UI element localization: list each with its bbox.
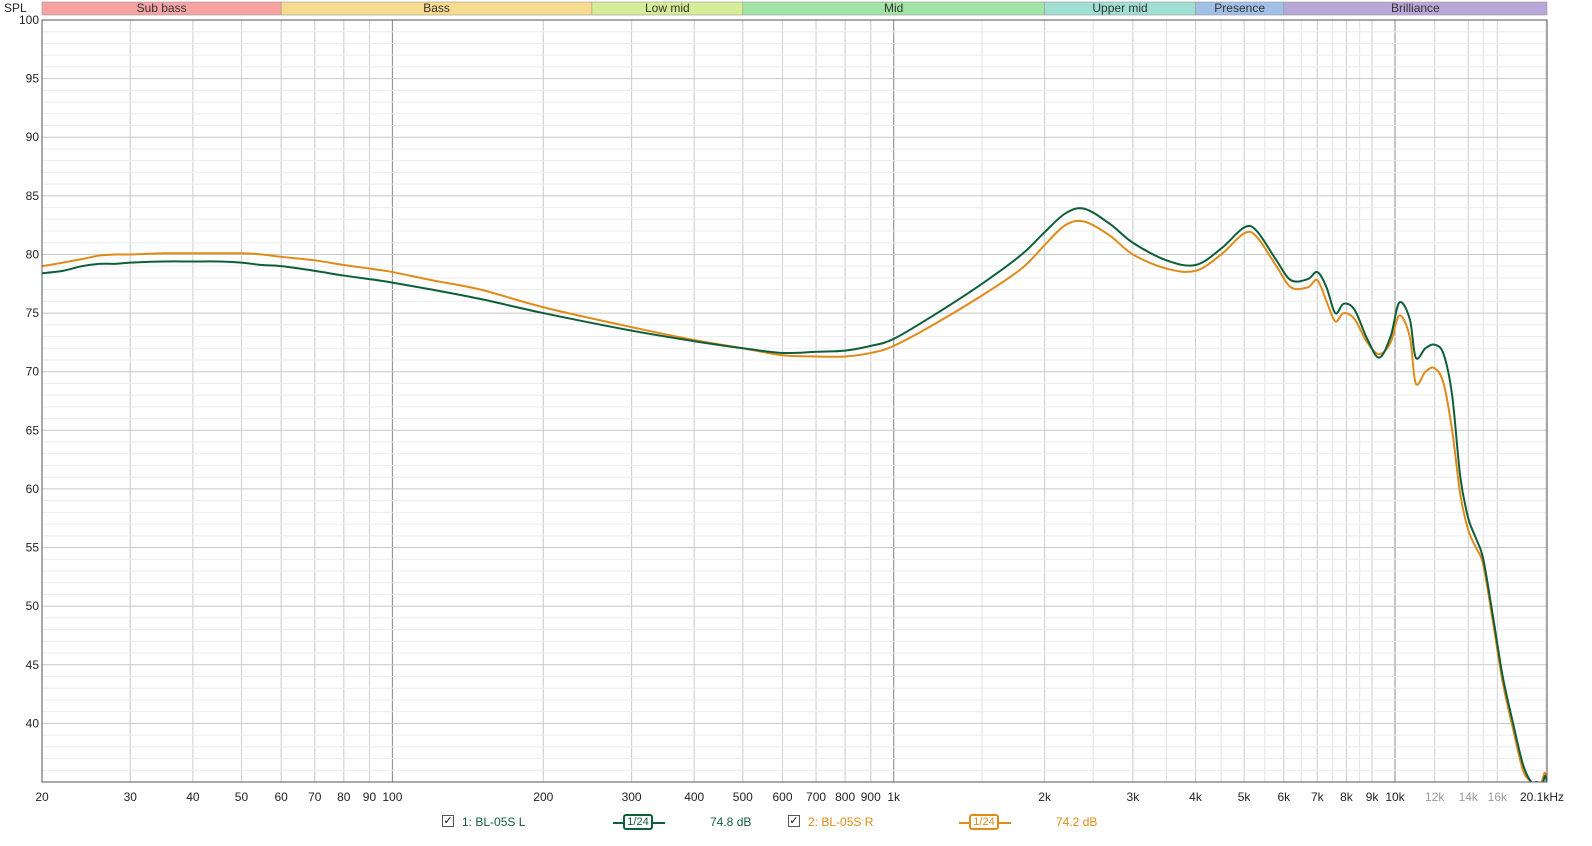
x-tick-11: 400 <box>684 790 704 804</box>
x-tick-6: 80 <box>337 790 351 804</box>
legend-label-1: 1: BL-05S L <box>462 815 526 829</box>
x-tick-21: 5k <box>1238 790 1252 804</box>
x-tick-1: 30 <box>124 790 138 804</box>
x-tick-13: 600 <box>772 790 792 804</box>
band-label-4: Upper mid <box>1092 1 1147 15</box>
grid-lines <box>41 19 1547 783</box>
band-label-5: Presence <box>1214 1 1265 15</box>
x-tick-20: 4k <box>1189 790 1203 804</box>
y-tick-10: 90 <box>26 130 40 144</box>
series-line-2 <box>42 219 1547 782</box>
x-tick-24: 8k <box>1340 790 1354 804</box>
y-tick-8: 80 <box>26 247 40 261</box>
x-tick-19: 3k <box>1127 790 1141 804</box>
plot-area <box>42 20 1547 782</box>
smoothing-label-1: 1/24 <box>623 814 653 830</box>
series-line-1 <box>42 207 1547 782</box>
x-tick-labels: 20 30 40 50 60 70 80 90 100 200 300 400 500 600 700 800… <box>35 790 1508 804</box>
x-tick-14: 700 <box>806 790 826 804</box>
y-tick-3: 55 <box>26 541 40 555</box>
band-label-3: Mid <box>884 1 903 15</box>
x-tick-29: 16k <box>1488 790 1508 804</box>
x-tick-8: 100 <box>382 790 402 804</box>
y-tick-7: 75 <box>26 306 40 320</box>
y-tick-5: 65 <box>26 423 40 437</box>
x-tick-27: 12k <box>1425 790 1445 804</box>
x-tick-3: 50 <box>235 790 249 804</box>
checkbox-series-2[interactable]: ✓ <box>788 815 800 827</box>
smoothing-label-2: 1/24 <box>969 814 999 830</box>
x-tick-23: 7k <box>1311 790 1325 804</box>
x-tick-18: 2k <box>1038 790 1052 804</box>
smoothing-selector-1[interactable]: 1/24 <box>613 814 665 830</box>
x-axis-unit-label: 20.1kHz <box>1520 790 1564 804</box>
frequency-bands: Sub bass Bass Low mid Mid Upper mid Presence B… <box>41 1 1548 16</box>
band-label-1: Bass <box>423 1 450 15</box>
y-tick-6: 70 <box>26 365 40 379</box>
checkbox-series-1[interactable]: ✓ <box>442 815 454 827</box>
legend-item-1: ✓ 1: BL-05S L 1/24 74.8 dB <box>442 812 762 832</box>
y-tick-4: 60 <box>26 482 40 496</box>
x-tick-5: 70 <box>308 790 322 804</box>
x-tick-7: 90 <box>363 790 377 804</box>
x-tick-26: 10k <box>1385 790 1405 804</box>
x-tick-10: 300 <box>622 790 642 804</box>
band-6 <box>1283 1 1548 16</box>
x-tick-25: 9k <box>1366 790 1380 804</box>
x-tick-17: 1k <box>887 790 901 804</box>
level-readout-2: 74.2 dB <box>1056 815 1098 829</box>
level-readout-1: 74.8 dB <box>710 815 752 829</box>
x-tick-16: 900 <box>861 790 881 804</box>
y-tick-1: 45 <box>26 658 40 672</box>
band-label-6: Brilliance <box>1391 1 1440 15</box>
x-tick-22: 6k <box>1277 790 1291 804</box>
x-tick-2: 40 <box>186 790 200 804</box>
legend-label-2: 2: BL-05S R <box>808 815 874 829</box>
smoothing-selector-2[interactable]: 1/24 <box>959 814 1011 830</box>
x-tick-9: 200 <box>533 790 553 804</box>
y-tick-9: 85 <box>26 189 40 203</box>
y-tick-0: 40 <box>26 716 40 730</box>
x-tick-4: 60 <box>275 790 289 804</box>
series-group <box>42 207 1547 782</box>
x-tick-28: 14k <box>1459 790 1479 804</box>
band-label-0: Sub bass <box>137 1 187 15</box>
y-tick-11: 95 <box>26 72 40 86</box>
x-tick-12: 500 <box>733 790 753 804</box>
y-axis-label: SPL <box>4 1 27 15</box>
y-tick-12: 100 <box>19 13 39 27</box>
x-tick-15: 800 <box>835 790 855 804</box>
band-label-2: Low mid <box>645 1 690 15</box>
plot-border <box>41 19 1548 783</box>
legend-item-2: ✓ 2: BL-05S R 1/24 74.2 dB <box>788 812 1118 832</box>
y-tick-2: 50 <box>26 599 40 613</box>
y-tick-labels: 40 45 50 55 60 65 70 75 80 85 90 95 100 <box>19 13 39 730</box>
x-tick-0: 20 <box>35 790 49 804</box>
